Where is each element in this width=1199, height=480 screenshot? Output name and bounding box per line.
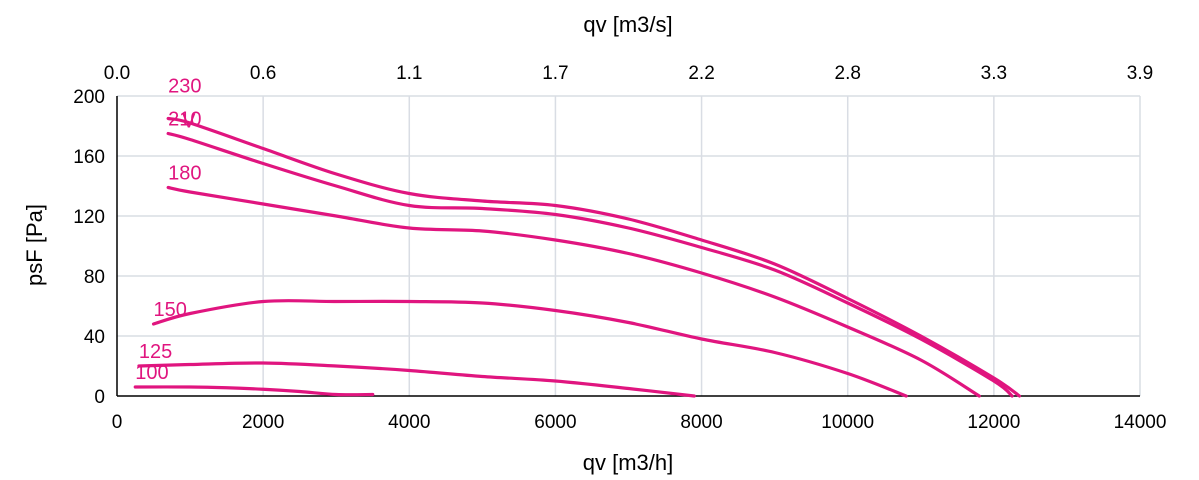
x-tick-label: 8000 — [680, 412, 722, 433]
series-line-100 — [133, 385, 375, 397]
x2-tick-label: 3.9 — [1127, 63, 1153, 84]
series-line-210 — [166, 131, 1014, 398]
x-tick-label: 10000 — [821, 412, 874, 433]
x2-tick-label: 2.8 — [835, 63, 861, 84]
x2-tick-label: 2.2 — [688, 63, 714, 84]
series-unit-label: V — [182, 111, 196, 133]
x-tick-label: 14000 — [1114, 412, 1167, 433]
x-tick-label: 0 — [112, 412, 123, 433]
x2-tick-label: 1.7 — [542, 63, 568, 84]
x2-axis-title: qv [m3/s] — [583, 12, 672, 37]
y-axis-title: psF [Pa] — [22, 204, 47, 286]
series-label-230: 230 — [168, 76, 201, 98]
y-tick-label: 120 — [73, 207, 105, 228]
series-label-100: 100 — [135, 362, 168, 384]
tick-labels: 00.020000.640001.160001.780002.2100002.8… — [73, 63, 1166, 433]
series-label-180: 180 — [168, 163, 201, 185]
x-tick-label: 2000 — [242, 412, 284, 433]
series-line-230 — [166, 116, 1022, 398]
series-line-180 — [166, 185, 981, 398]
y-tick-label: 0 — [94, 387, 105, 408]
x2-tick-label: 0.6 — [250, 63, 276, 84]
grid-lines — [117, 95, 1141, 396]
y-tick-label: 200 — [73, 87, 105, 108]
x-tick-label: 12000 — [967, 412, 1020, 433]
x2-tick-label: 3.3 — [981, 63, 1007, 84]
series-line-150 — [151, 299, 908, 398]
x2-tick-label: 1.1 — [396, 63, 422, 84]
x-tick-label: 6000 — [534, 412, 576, 433]
series-label-210: 210 — [168, 109, 201, 131]
x-tick-label: 4000 — [388, 412, 430, 433]
x-axis-title: qv [m3/h] — [583, 450, 673, 475]
series-line-125 — [137, 361, 696, 398]
y-tick-label: 160 — [73, 147, 105, 168]
y-tick-label: 40 — [84, 327, 105, 348]
y-tick-label: 80 — [84, 267, 105, 288]
series-label-125: 125 — [139, 341, 172, 363]
axes — [116, 96, 1140, 397]
x2-tick-label: 0.0 — [104, 63, 130, 84]
series-label-150: 150 — [154, 299, 187, 321]
